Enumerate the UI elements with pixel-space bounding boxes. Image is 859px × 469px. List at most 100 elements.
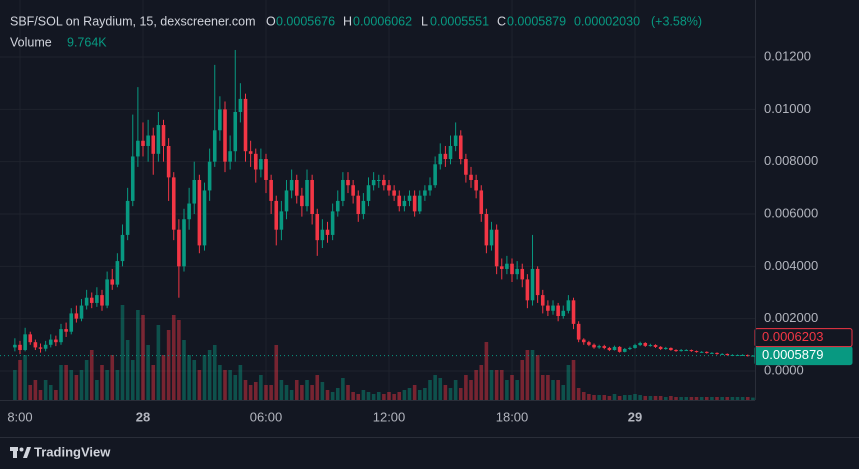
candle-body xyxy=(612,346,617,351)
candle-body xyxy=(115,261,120,285)
volume-bar xyxy=(325,390,330,400)
candle-body xyxy=(387,185,391,191)
volume-bar xyxy=(212,345,217,400)
candle-body xyxy=(325,229,330,235)
volume-bar xyxy=(458,388,463,400)
volume-bar xyxy=(417,390,422,400)
candle-body xyxy=(361,200,366,214)
brand: TradingView xyxy=(34,444,111,459)
candle-body xyxy=(556,305,560,317)
candle-body xyxy=(592,344,596,348)
candle-body xyxy=(151,135,156,154)
volume-layer xyxy=(13,305,755,400)
candle-body xyxy=(259,159,263,170)
candle-body xyxy=(679,350,683,352)
volume-bar xyxy=(315,375,320,400)
candle-body xyxy=(166,145,171,178)
volume-bar xyxy=(715,397,719,400)
volume-bar xyxy=(730,397,735,400)
candle-body xyxy=(607,347,612,351)
volume-bar xyxy=(228,370,232,400)
volume-bar xyxy=(505,380,509,400)
y-tick-label: 0.002000 xyxy=(764,310,818,325)
candle-body xyxy=(464,159,468,175)
candle-body xyxy=(469,174,473,180)
volume-bar xyxy=(284,385,289,400)
y-tick-label: 0.006000 xyxy=(764,205,818,220)
candle-body xyxy=(64,329,68,332)
volume-bar xyxy=(197,370,202,400)
volume-bar xyxy=(361,390,366,400)
candle-body xyxy=(238,98,243,112)
candle-body xyxy=(505,263,509,269)
volume-bar xyxy=(525,350,530,400)
symbol: SBF/SOL on Raydium, 15, dexscreener.com xyxy=(10,14,255,28)
volume-bar xyxy=(120,305,125,400)
candle-body xyxy=(356,195,361,214)
volume-bar xyxy=(264,385,268,400)
volume-bar xyxy=(720,397,724,400)
volume-bar xyxy=(617,396,622,400)
candle-body xyxy=(576,323,581,340)
y-tick-label: 0.01200 xyxy=(764,48,811,63)
volume-bar xyxy=(136,310,140,400)
candle-body xyxy=(520,268,525,280)
candle-body xyxy=(428,185,432,191)
volume-bar xyxy=(382,394,386,400)
volume-bar xyxy=(443,385,448,400)
candle-body xyxy=(223,109,227,162)
candle-body xyxy=(628,347,632,349)
candle-body xyxy=(720,353,724,355)
volume-bar xyxy=(489,370,494,400)
candle-body xyxy=(453,135,458,146)
candle-body xyxy=(515,268,519,275)
candle-body xyxy=(330,211,335,235)
candle-body xyxy=(704,351,709,353)
candle-body xyxy=(141,140,145,146)
x-tick-label: 12:00 xyxy=(373,409,406,424)
candle-body xyxy=(28,334,33,343)
volume-bar xyxy=(740,397,745,400)
volume-bar xyxy=(725,397,730,400)
volume-bar xyxy=(423,388,427,400)
volume-bar xyxy=(341,378,345,400)
candle-body xyxy=(146,135,150,146)
volume-bar xyxy=(433,375,437,400)
candle-body xyxy=(561,310,566,317)
volume-bar xyxy=(141,315,145,400)
volume-bar xyxy=(622,395,627,400)
x-tick-label: 06:00 xyxy=(250,409,283,424)
candle-body xyxy=(366,185,371,201)
candle-body xyxy=(581,339,586,343)
volume-bar xyxy=(23,355,27,400)
candle-body xyxy=(735,355,740,357)
volume-bar xyxy=(335,388,340,400)
volume-bar xyxy=(607,396,612,400)
volume-bar xyxy=(18,360,22,400)
candle-body xyxy=(489,229,494,246)
x-tick-label: 28 xyxy=(136,409,150,424)
candle-body xyxy=(689,350,694,352)
volume-bar xyxy=(289,390,294,400)
volume-bar xyxy=(689,397,694,400)
candle-body xyxy=(18,344,22,351)
candle-body xyxy=(202,190,207,246)
candle-body xyxy=(43,344,48,349)
volume-bar xyxy=(546,375,550,400)
volume-bar xyxy=(351,392,355,400)
candle-body xyxy=(346,179,350,186)
volume-bar xyxy=(561,385,566,400)
candle-body xyxy=(33,342,38,348)
volume-bar xyxy=(294,380,299,400)
volume-bar xyxy=(171,315,176,400)
volume-bar xyxy=(54,390,58,400)
candle-body xyxy=(269,179,273,201)
y-tick-label: 0.01000 xyxy=(764,101,811,116)
candle-body xyxy=(279,211,284,230)
volume-bar xyxy=(110,355,115,400)
volume-bar xyxy=(566,365,571,400)
volume-bar xyxy=(581,392,586,400)
candle-body xyxy=(315,213,320,241)
volume-bar xyxy=(464,375,468,400)
candle-body xyxy=(494,229,499,267)
